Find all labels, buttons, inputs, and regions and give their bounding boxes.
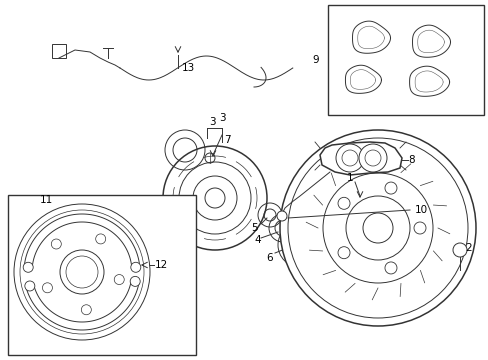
Text: 6: 6: [266, 253, 272, 263]
Circle shape: [280, 130, 475, 326]
Circle shape: [114, 275, 124, 284]
Circle shape: [130, 276, 140, 286]
Circle shape: [60, 250, 104, 294]
Circle shape: [358, 144, 386, 172]
Circle shape: [23, 262, 33, 272]
Polygon shape: [24, 214, 140, 267]
Circle shape: [130, 262, 141, 272]
Polygon shape: [319, 142, 401, 175]
Circle shape: [413, 222, 425, 234]
Bar: [327, 5, 483, 115]
Text: 11: 11: [40, 195, 53, 205]
Text: 13: 13: [182, 63, 195, 73]
Text: 7: 7: [224, 135, 230, 145]
Circle shape: [384, 182, 396, 194]
Text: 2: 2: [464, 243, 470, 253]
Text: 1: 1: [346, 173, 353, 183]
Text: 5: 5: [251, 223, 258, 233]
Circle shape: [42, 283, 52, 293]
Text: 12: 12: [155, 260, 168, 270]
Text: 8: 8: [407, 155, 414, 165]
Circle shape: [337, 247, 349, 259]
Bar: [8, 195, 196, 355]
Circle shape: [51, 239, 61, 249]
Circle shape: [384, 262, 396, 274]
Circle shape: [81, 305, 91, 315]
Text: 10: 10: [414, 205, 427, 215]
Circle shape: [362, 213, 392, 243]
Text: 3: 3: [208, 117, 215, 127]
Text: 3: 3: [218, 113, 225, 123]
Circle shape: [337, 197, 349, 209]
Bar: [52, 44, 66, 58]
Circle shape: [25, 281, 35, 291]
Circle shape: [452, 243, 466, 257]
Circle shape: [335, 144, 363, 172]
Circle shape: [276, 211, 286, 221]
Polygon shape: [26, 281, 139, 330]
Circle shape: [14, 204, 150, 340]
Text: 4: 4: [254, 235, 261, 245]
Text: 9: 9: [312, 55, 318, 65]
Circle shape: [96, 234, 105, 244]
